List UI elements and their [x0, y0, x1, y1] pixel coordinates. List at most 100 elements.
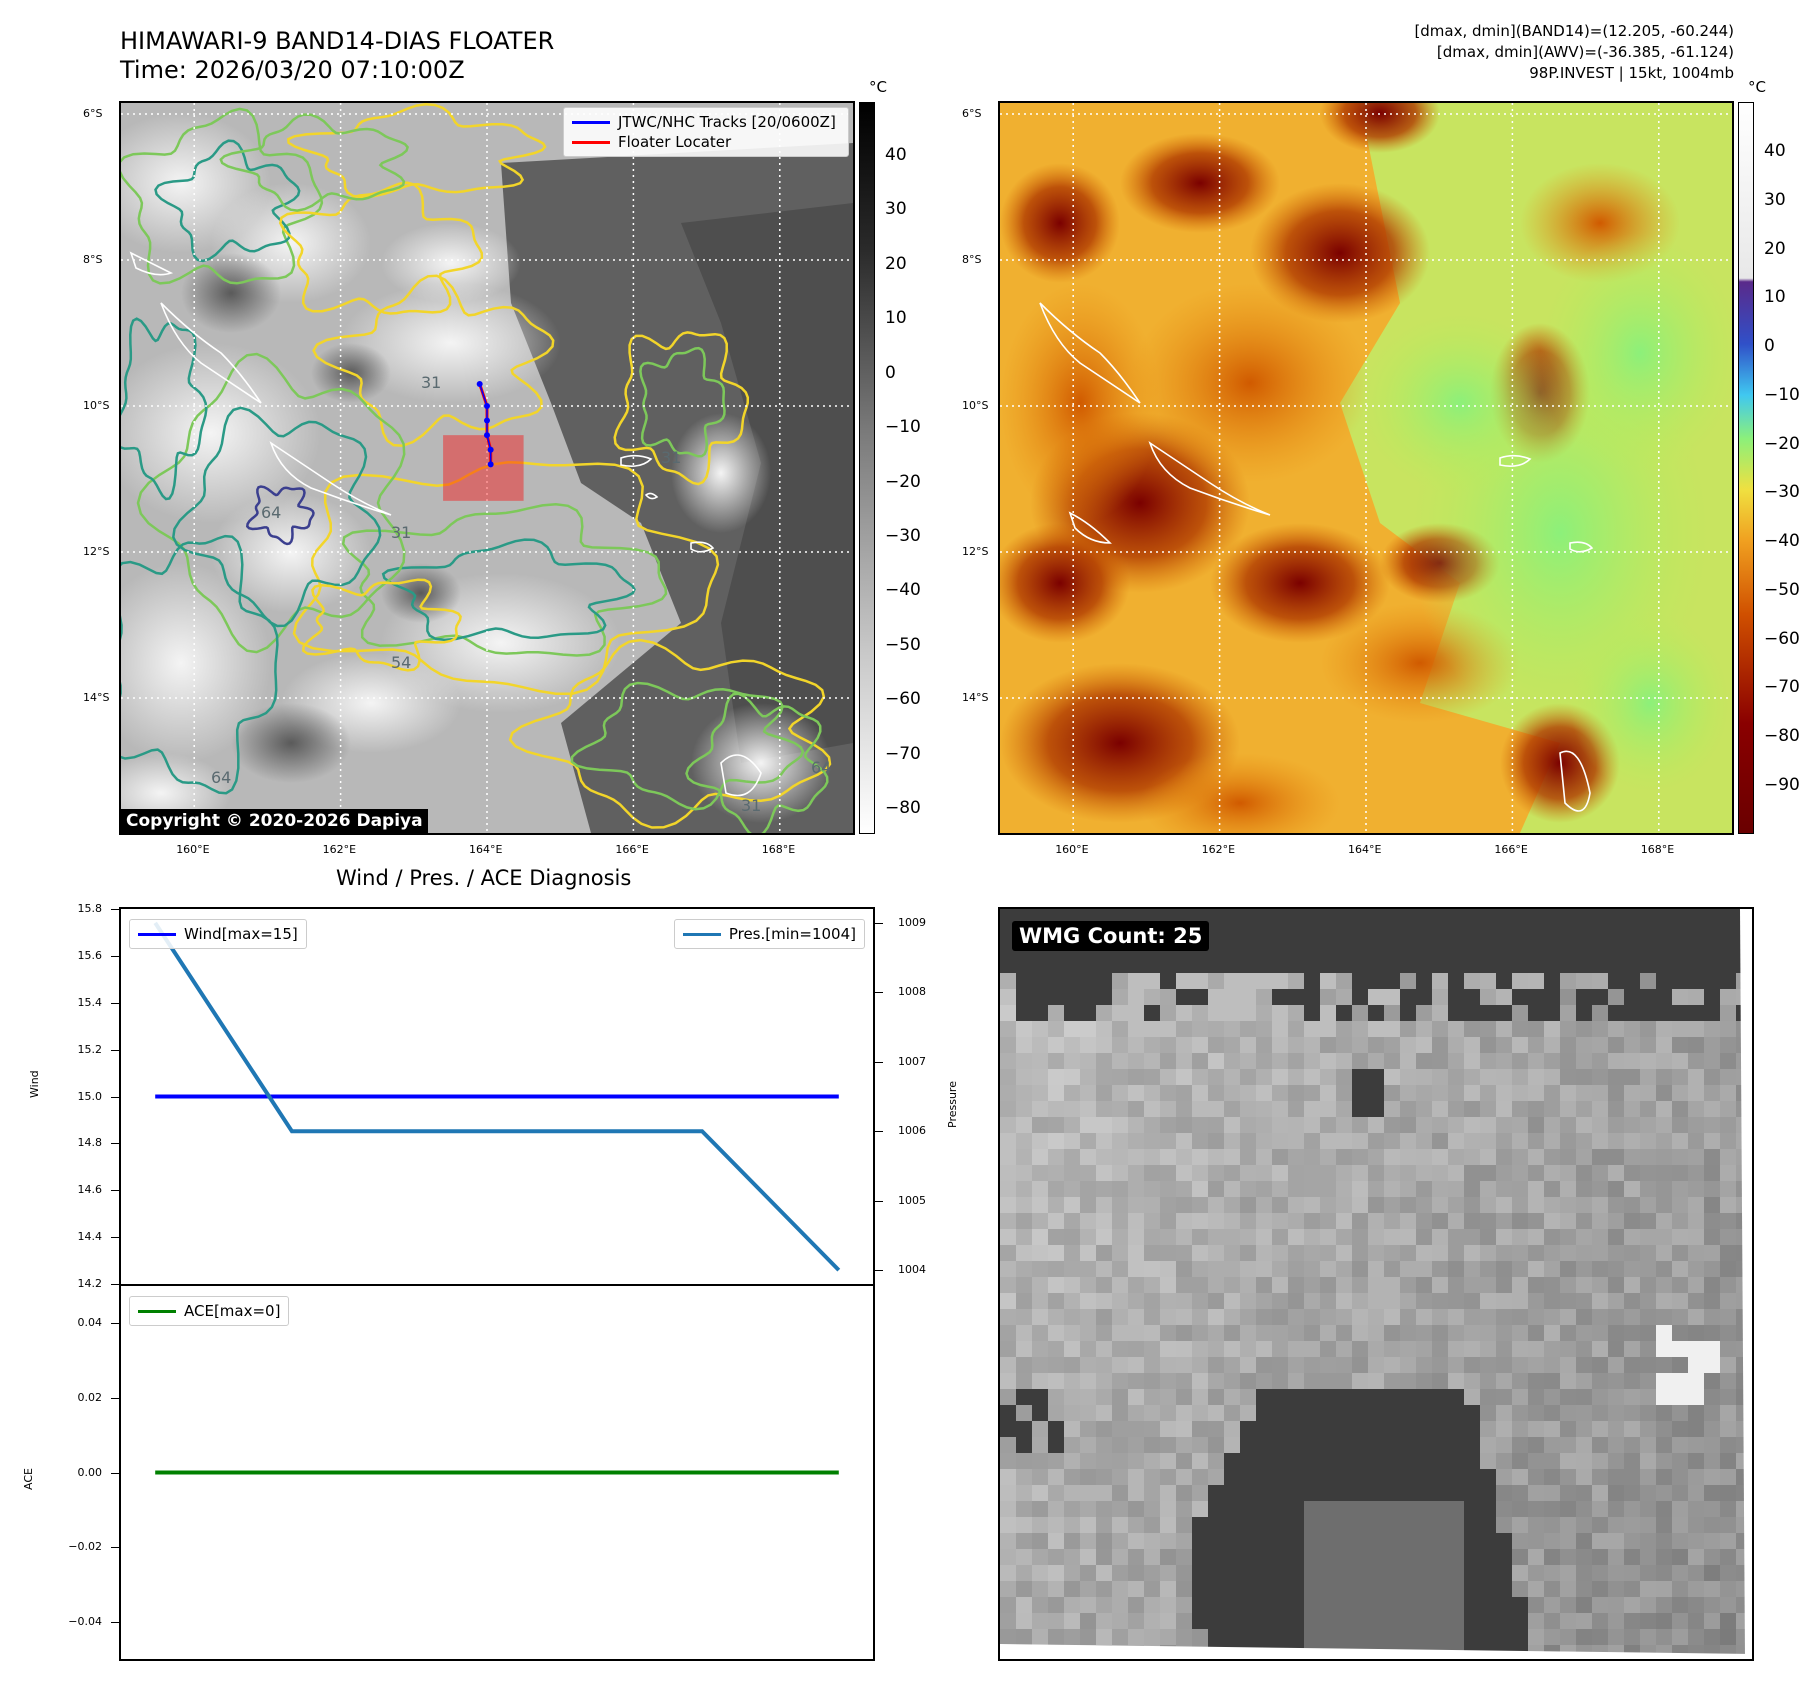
wmg-pixel [1032, 1149, 1048, 1165]
wmg-pixel [1592, 1245, 1608, 1261]
wmg-pixel [1256, 1021, 1272, 1037]
wmg-pixel [1720, 1277, 1736, 1293]
wmg-pixel [1256, 1325, 1272, 1341]
wmg-pixel [1144, 1501, 1160, 1517]
wmg-pixel [1400, 1517, 1416, 1533]
wmg-pixel [1320, 1069, 1336, 1085]
wmg-pixel [1224, 909, 1240, 925]
wmg-pixel [1272, 1517, 1288, 1533]
wmg-pixel [1352, 1357, 1368, 1373]
wmg-pixel [1528, 909, 1544, 925]
wmg-pixel [1544, 941, 1560, 957]
wmg-pixel [1064, 1165, 1080, 1181]
wmg-pixel [1432, 1485, 1448, 1501]
wmg-pixel [1240, 1469, 1256, 1485]
lon-tick-label: 166°E [615, 843, 649, 856]
wmg-pixel [1192, 1581, 1208, 1597]
wmg-pixel [1416, 1613, 1432, 1629]
wmg-pixel [1032, 1533, 1048, 1549]
wmg-pixel [1096, 957, 1112, 973]
wmg-pixel [1704, 1389, 1720, 1405]
lat-tick-label: 10°S [962, 398, 989, 412]
wmg-pixel [1032, 1133, 1048, 1149]
wmg-pixel [1688, 909, 1704, 925]
wmg-pixel [1272, 1325, 1288, 1341]
wmg-pixel [1384, 1421, 1400, 1437]
wmg-pixel [1240, 1229, 1256, 1245]
wmg-pixel [1240, 1533, 1256, 1549]
wmg-pixel [1416, 1117, 1432, 1133]
wmg-pixel [1384, 1117, 1400, 1133]
wmg-pixel [1048, 1037, 1064, 1053]
wmg-pixel [1288, 1277, 1304, 1293]
wmg-pixel [1048, 1629, 1064, 1645]
wmg-pixel [1048, 1613, 1064, 1629]
wmg-pixel [1240, 1629, 1256, 1645]
wmg-pixel [1672, 1581, 1688, 1597]
wmg-pixel [1032, 957, 1048, 973]
wmg-pixel [1560, 1581, 1576, 1597]
wind-tick-label: 15.0 [77, 1089, 103, 1103]
wmg-pixel [1368, 1133, 1384, 1149]
wmg-pixel [1128, 1293, 1144, 1309]
wmg-pixel [1704, 989, 1720, 1005]
wmg-pixel [1080, 1549, 1096, 1565]
wmg-pixel [1288, 1373, 1304, 1389]
wmg-pixel [1176, 1325, 1192, 1341]
wmg-pixel [1032, 1437, 1048, 1453]
wmg-pixel [1432, 1533, 1448, 1549]
wmg-pixel [1128, 1101, 1144, 1117]
wmg-pixel [1016, 1069, 1032, 1085]
wmg-pixel [1336, 1229, 1352, 1245]
wmg-pixel [1144, 1261, 1160, 1277]
wmg-pixel [1512, 1485, 1528, 1501]
wmg-pixel [1496, 957, 1512, 973]
lon-tick-label: 162°E [322, 843, 357, 856]
wmg-pixel [1080, 1325, 1096, 1341]
wmg-pixel [1480, 1389, 1496, 1405]
wmg-pixel [1192, 1101, 1208, 1117]
wmg-pixel [1496, 1501, 1512, 1517]
wmg-pixel [1720, 925, 1736, 941]
wmg-pixel [1656, 1101, 1672, 1117]
wmg-pixel [1624, 1485, 1640, 1501]
wmg-pixel [1032, 1389, 1048, 1405]
wmg-pixel [1400, 1485, 1416, 1501]
wmg-pixel [1672, 1549, 1688, 1565]
wmg-pixel [1544, 1213, 1560, 1229]
wmg-pixel [1368, 1165, 1384, 1181]
wmg-pixel [1000, 1389, 1016, 1405]
wmg-pixel [1672, 1229, 1688, 1245]
wmg-pixel [1000, 1485, 1016, 1501]
wmg-pixel [1000, 1117, 1016, 1133]
wmg-pixel [1592, 1373, 1608, 1389]
wmg-pixel [1704, 957, 1720, 973]
wmg-pixel [1320, 1165, 1336, 1181]
wmg-pixel [1416, 1581, 1432, 1597]
wmg-pixel [1064, 1181, 1080, 1197]
wmg-pixel [1640, 1469, 1656, 1485]
wmg-pixel [1048, 1581, 1064, 1597]
wmg-pixel [1272, 1629, 1288, 1645]
wmg-pixel [1112, 1421, 1128, 1437]
wmg-pixel [1560, 1501, 1576, 1517]
wmg-pixel [1544, 1549, 1560, 1565]
wmg-pixel [1384, 1165, 1400, 1181]
wmg-pixel [1720, 1437, 1736, 1453]
wind-tick-mark [111, 955, 119, 957]
wmg-pixel [1432, 957, 1448, 973]
wmg-pixel [1048, 1309, 1064, 1325]
contour-line [154, 139, 301, 263]
wmg-pixel [1128, 1197, 1144, 1213]
wmg-pixel [1000, 1053, 1016, 1069]
wmg-pixel [1352, 1021, 1368, 1037]
wmg-pixel [1560, 1469, 1576, 1485]
wmg-pixel [1080, 1181, 1096, 1197]
wmg-pixel [1064, 1517, 1080, 1533]
wmg-pixel [1048, 1485, 1064, 1501]
wmg-pixel [1128, 1213, 1144, 1229]
wmg-pixel [1048, 1085, 1064, 1101]
wmg-pixel [1640, 1389, 1656, 1405]
wmg-pixel [1224, 1501, 1240, 1517]
wmg-pixel [1416, 1245, 1432, 1261]
